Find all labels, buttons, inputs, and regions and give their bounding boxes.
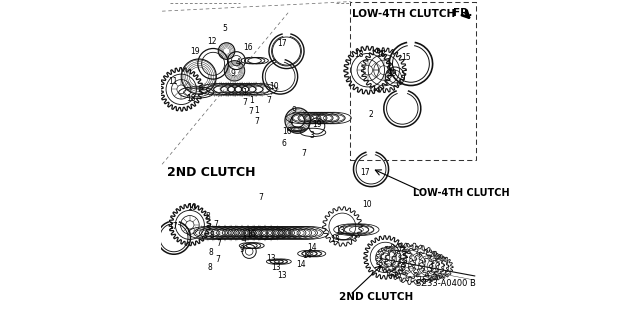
Text: 18: 18 xyxy=(354,50,364,59)
Text: 7: 7 xyxy=(255,117,259,126)
Text: 2: 2 xyxy=(368,110,372,119)
Text: LOW-4TH CLUTCH: LOW-4TH CLUTCH xyxy=(352,9,455,19)
Text: 3: 3 xyxy=(309,131,314,140)
Text: SZ33-A0400 B: SZ33-A0400 B xyxy=(416,279,476,288)
Text: 6: 6 xyxy=(282,139,287,148)
Text: 8: 8 xyxy=(209,248,213,256)
Text: 7: 7 xyxy=(242,98,247,107)
Text: 5: 5 xyxy=(222,24,227,33)
Text: 4: 4 xyxy=(242,235,246,244)
Text: 7: 7 xyxy=(249,107,253,116)
Text: 16: 16 xyxy=(243,43,252,52)
Text: 13: 13 xyxy=(335,226,344,235)
Text: 4: 4 xyxy=(288,117,293,126)
Text: 16: 16 xyxy=(246,230,256,239)
Text: 7: 7 xyxy=(216,239,221,248)
Text: 13: 13 xyxy=(330,235,340,244)
Text: 18: 18 xyxy=(376,50,385,59)
Text: 8: 8 xyxy=(207,263,212,272)
Text: 1: 1 xyxy=(255,106,259,115)
Text: 19: 19 xyxy=(312,120,322,129)
Text: 7: 7 xyxy=(213,220,218,229)
Text: 2ND CLUTCH: 2ND CLUTCH xyxy=(339,292,413,302)
Text: 14: 14 xyxy=(296,260,306,269)
Text: 15: 15 xyxy=(401,53,411,62)
Text: 9: 9 xyxy=(239,245,244,254)
Text: 4: 4 xyxy=(236,58,241,67)
Text: 13: 13 xyxy=(266,254,275,263)
Text: 8: 8 xyxy=(205,212,210,221)
Text: 7: 7 xyxy=(266,96,271,105)
Text: 10: 10 xyxy=(187,204,196,212)
Text: LOW-4TH CLUTCH: LOW-4TH CLUTCH xyxy=(413,188,509,198)
Text: 17: 17 xyxy=(360,168,369,177)
Text: 9: 9 xyxy=(231,69,236,78)
Text: 11: 11 xyxy=(168,77,177,86)
Text: 8: 8 xyxy=(210,231,214,240)
Text: 10: 10 xyxy=(269,82,278,91)
Text: 16: 16 xyxy=(283,127,292,136)
Text: 14: 14 xyxy=(302,251,312,260)
Text: 17: 17 xyxy=(278,39,287,48)
Text: 12: 12 xyxy=(207,37,216,46)
Text: 13: 13 xyxy=(277,271,287,280)
Text: 1: 1 xyxy=(249,96,253,105)
Text: 13: 13 xyxy=(271,263,281,272)
Text: 19: 19 xyxy=(190,47,200,56)
Text: FR.: FR. xyxy=(453,8,473,18)
Text: 10: 10 xyxy=(362,200,372,209)
Text: 1: 1 xyxy=(242,88,247,97)
Text: 18: 18 xyxy=(186,94,196,103)
Bar xyxy=(350,2,476,160)
Text: 7: 7 xyxy=(259,193,264,202)
Text: 19: 19 xyxy=(387,69,397,78)
Text: 2ND CLUTCH: 2ND CLUTCH xyxy=(167,166,255,179)
Text: 14: 14 xyxy=(307,243,317,252)
Text: 17: 17 xyxy=(168,222,178,231)
Text: 9: 9 xyxy=(291,106,296,115)
Text: 7: 7 xyxy=(215,256,220,264)
Text: 7: 7 xyxy=(301,149,307,158)
